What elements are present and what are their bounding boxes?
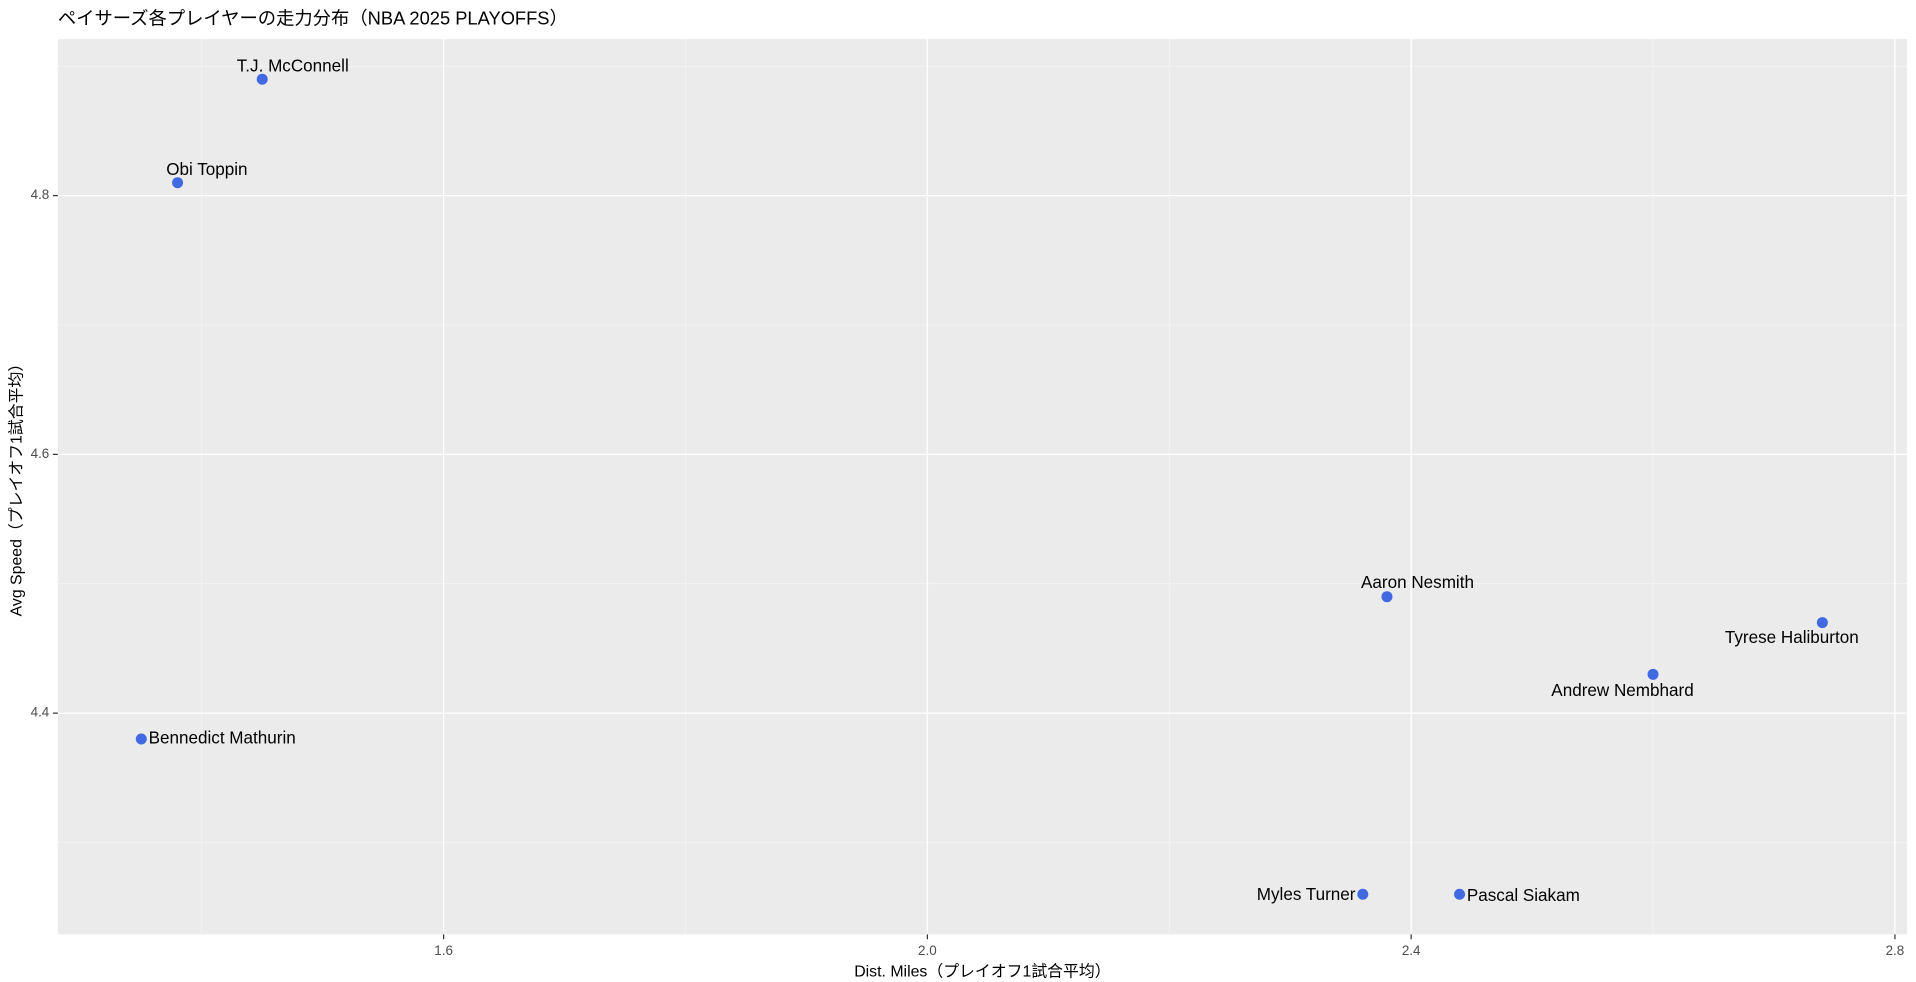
y-axis-label: Avg Speed（プレイオフ1試合平均） — [8, 356, 26, 617]
point — [1647, 668, 1659, 680]
point-label: Pascal Siakam — [1467, 886, 1580, 905]
x-tick-label: 2.4 — [1402, 943, 1421, 958]
x-axis-label: Dist. Miles（プレイオフ1試合平均） — [854, 962, 1110, 980]
y-tick-label: 4.4 — [31, 705, 50, 720]
x-tick-label: 1.6 — [434, 943, 453, 958]
point — [1454, 888, 1466, 900]
point-label: Myles Turner — [1257, 885, 1356, 904]
point — [135, 733, 147, 745]
point-label: Andrew Nembhard — [1551, 681, 1693, 700]
point-label: T.J. McConnell — [237, 56, 349, 75]
x-tick-label: 2.0 — [918, 943, 937, 958]
point — [1816, 617, 1828, 629]
point-label: Bennedict Mathurin — [149, 729, 296, 748]
point — [172, 177, 184, 189]
y-tick-label: 4.8 — [31, 187, 50, 202]
chart-title: ペイサーズ各プレイヤーの走力分布（NBA 2025 PLAYOFFS） — [58, 7, 568, 28]
point — [256, 73, 268, 85]
point-label: Aaron Nesmith — [1361, 573, 1474, 592]
point-label: Tyrese Haliburton — [1725, 628, 1859, 647]
point — [1381, 591, 1393, 603]
y-tick-label: 4.6 — [31, 446, 50, 461]
panel — [57, 39, 1908, 935]
point-label: Obi Toppin — [166, 160, 247, 179]
point — [1357, 888, 1369, 900]
x-tick-label: 2.8 — [1886, 943, 1905, 958]
